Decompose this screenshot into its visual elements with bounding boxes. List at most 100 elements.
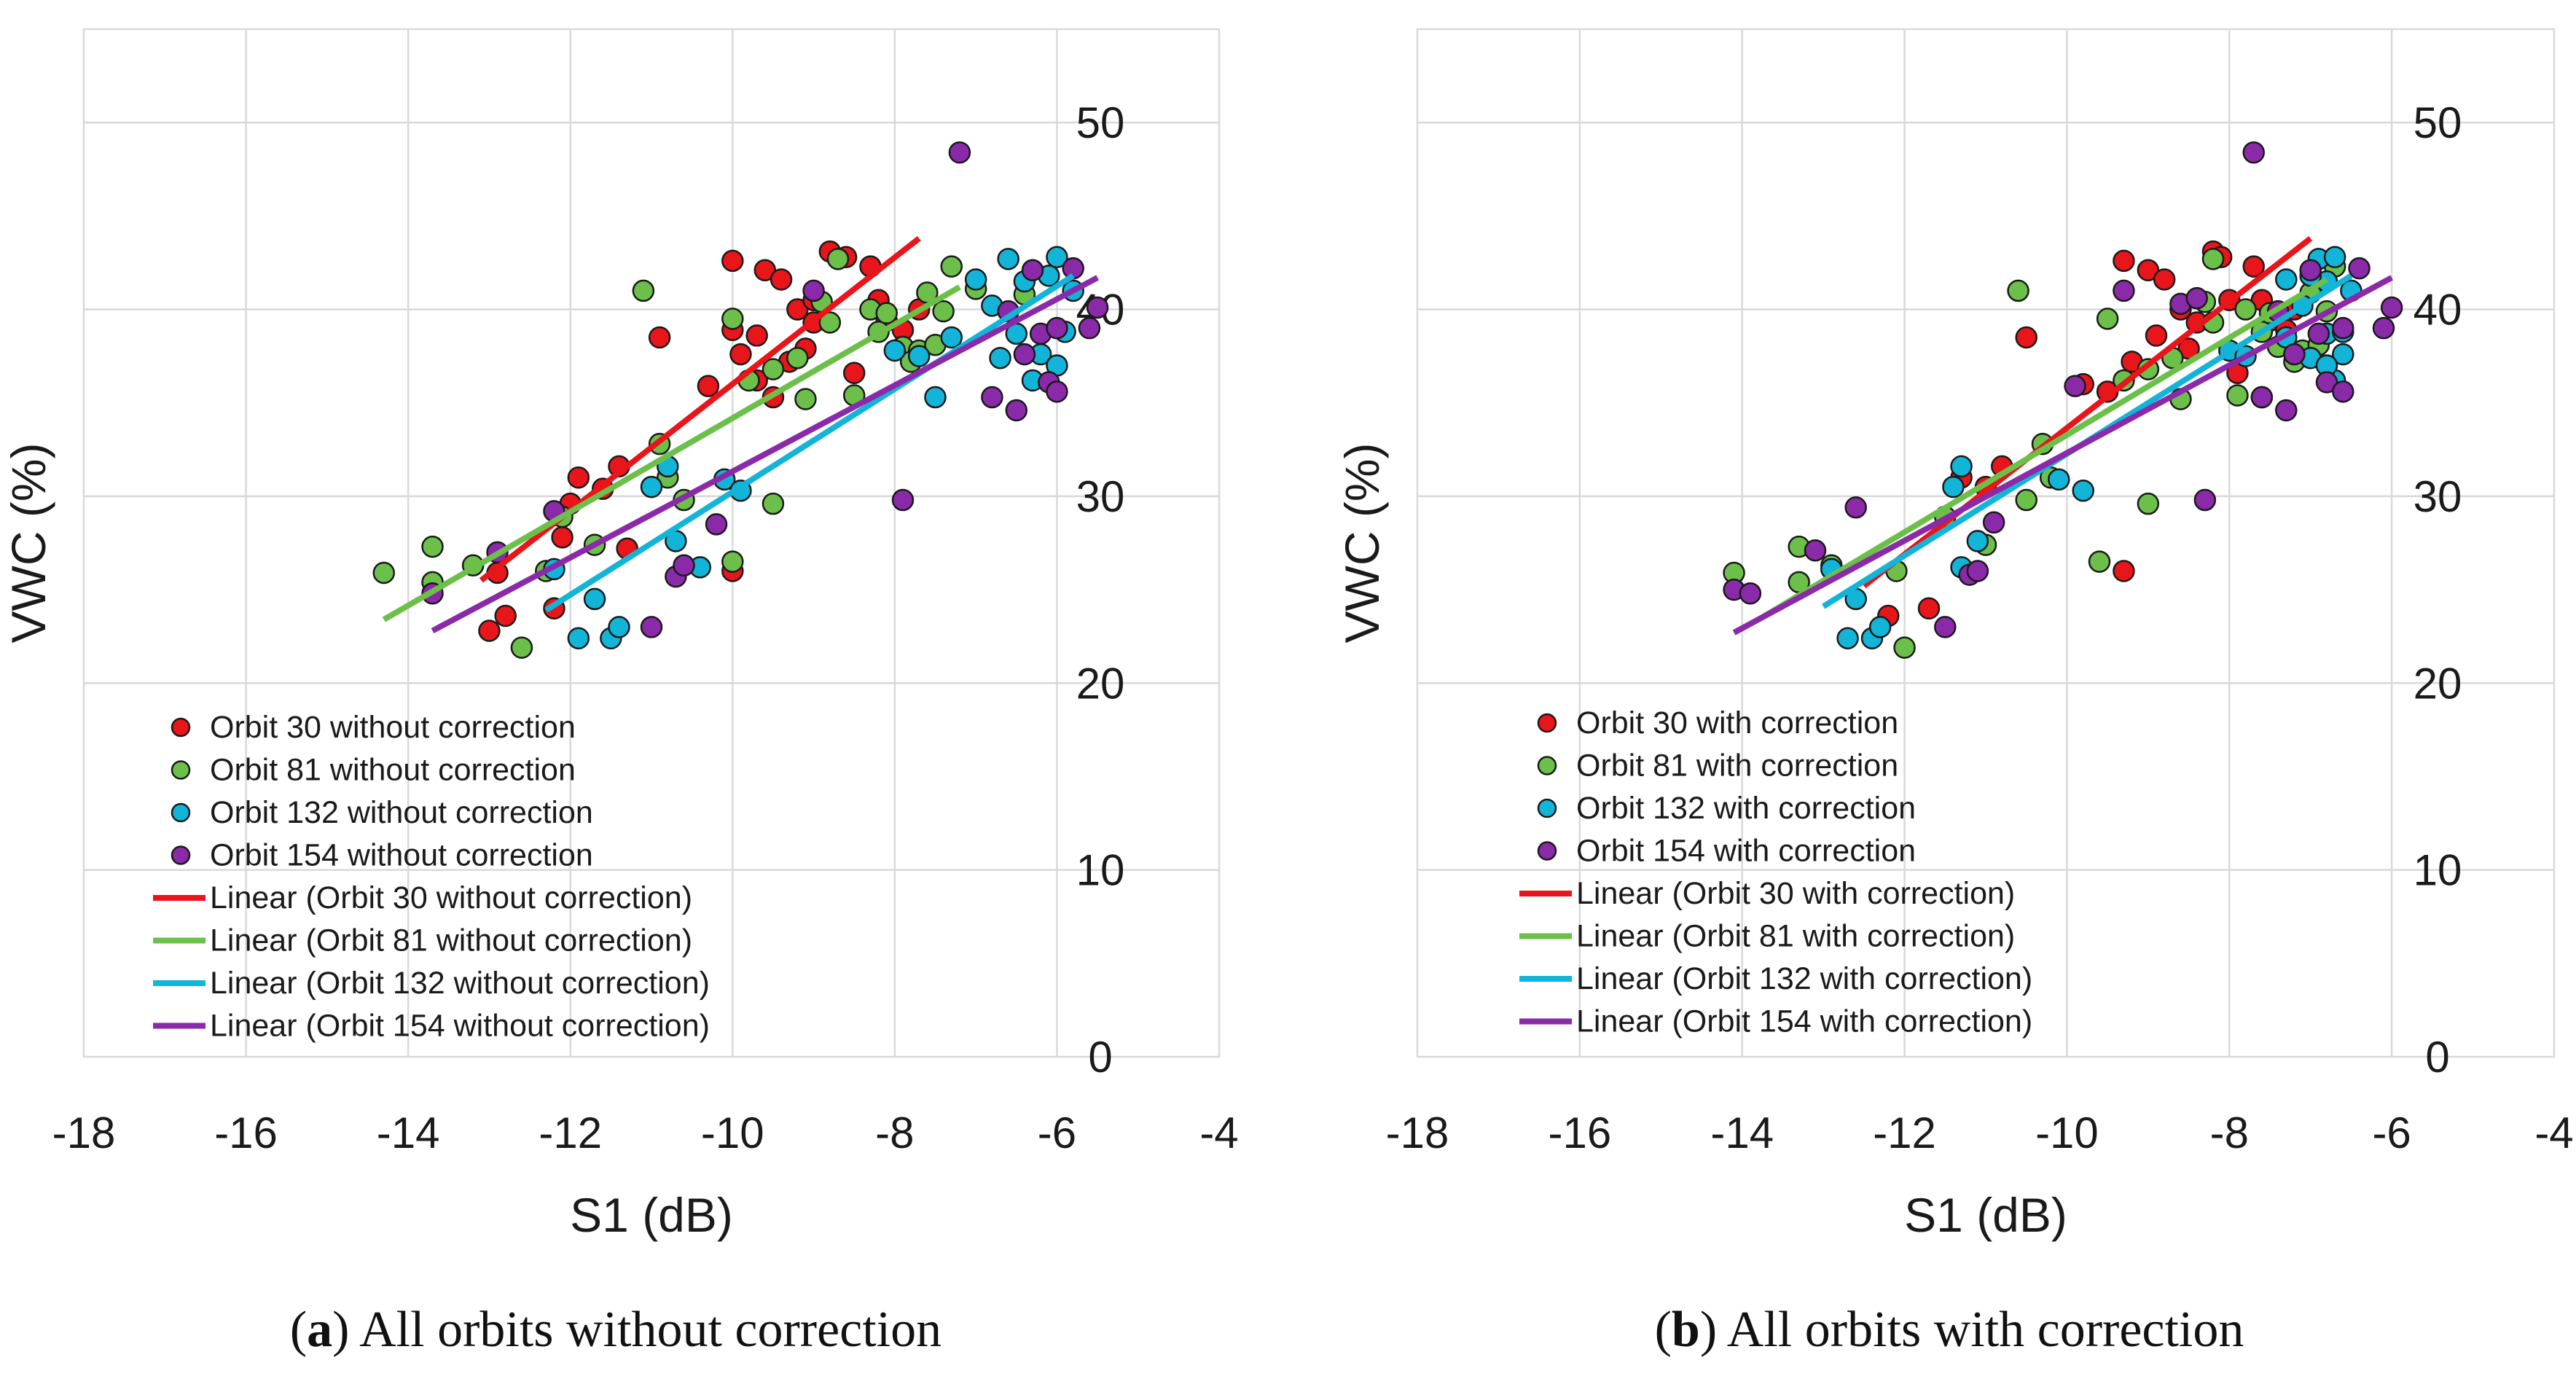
data-point [770,268,793,291]
legend-entry: Orbit 30 without correction [210,710,576,745]
data-point [2234,298,2257,321]
data-point [1917,597,1941,619]
data-point [648,326,671,349]
y-tick-label: 0 [2425,1033,2449,1082]
data-point [932,300,955,323]
legend-entry: Linear (Orbit 30 without correction) [210,880,692,915]
x-tick-label: -12 [539,1109,602,1157]
data-point [1046,246,1068,269]
data-point [478,619,501,642]
legend-marker [1537,756,1557,775]
data-point [842,361,866,384]
data-point [1062,257,1084,280]
trendline-orbit154 [1732,275,2394,636]
data-point [940,255,963,278]
x-tick-label: -16 [1548,1109,1611,1157]
data-point [948,141,971,164]
data-point [2315,371,2338,394]
legend-entry: Orbit 132 without correction [210,795,593,830]
x-tick-label: -14 [1710,1109,1774,1157]
chart-panel-b: -18 -16 -14 -12 -10 -8 -6 -4 0 10 20 30 40 50 S1 (dB) V… [1335,28,2574,1358]
data-point [1836,627,1859,649]
gridlines [1417,29,2554,1057]
data-point [2372,316,2395,340]
data-point [762,358,785,380]
x-tick-label: -16 [214,1109,278,1157]
legend-marker [171,717,191,738]
data-point [940,326,963,349]
trendline-orbit81 [382,284,961,622]
data-point [1086,296,1109,319]
y-axis-title: VWC (%) [1335,443,1389,644]
y-tick-label: 20 [1076,659,1125,708]
data-point [997,248,1019,270]
trendline-orbit30 [1862,235,2313,589]
x-tick-label: -18 [1386,1109,1449,1157]
y-tick-label: 50 [2413,98,2462,147]
data-point [1982,511,2005,534]
x-tick-label: -8 [2210,1109,2249,1157]
data-point [2113,249,2135,273]
legend: Orbit 30 without correction Orbit 81 with… [153,710,710,1044]
data-point [802,279,825,302]
legend-entry: Orbit 81 with correction [1576,748,1898,783]
data-point [421,535,444,558]
data-point [981,386,1003,409]
data-point [567,466,590,489]
data-point [2048,468,2070,491]
legend-entry: Orbit 154 with correction [1576,834,1916,869]
plot-area [82,28,1221,1058]
legend-entry: Linear (Orbit 81 without correction) [210,923,692,958]
trendline-orbit154 [431,275,1099,634]
legend-entry: Linear (Orbit 154 with correction) [1576,1004,2032,1039]
legend-entry: Orbit 81 without correction [210,753,576,788]
data-point [2072,479,2094,502]
data-point [2307,322,2330,345]
data-point [1868,616,1892,638]
trendline-orbit81 [1756,277,2329,622]
y-tick-label: 20 [2413,659,2462,708]
data-point [875,302,898,324]
legend-entry: Orbit 30 with correction [1576,705,1898,740]
data-point [762,492,785,515]
data-point [2332,380,2354,403]
data-point [2015,326,2037,349]
data-point [1966,530,1989,552]
data-point [1893,636,1916,659]
data-point [721,249,744,273]
data-point [721,550,744,573]
data-point [2113,560,2135,582]
data-point [2193,488,2217,512]
data-point [608,616,630,638]
data-point [2275,268,2298,291]
legend-entry: Linear (Orbit 30 with correction) [1576,876,2015,911]
y-tick-label: 10 [2413,846,2462,895]
data-point [1950,455,1973,478]
data-point [510,636,533,659]
legend-entry: Linear (Orbit 154 without correction) [210,1009,710,1044]
data-point [697,375,720,397]
data-point [2064,375,2086,397]
data-point [2323,246,2346,269]
x-tick-label: -14 [377,1109,440,1157]
data-point [924,386,947,409]
data-point [2380,296,2403,319]
data-point [826,248,850,270]
legend-entry: Orbit 132 with correction [1576,791,1916,826]
data-point [2007,279,2029,302]
data-point [1934,616,1957,638]
data-point [2348,257,2371,280]
data-point [551,526,573,549]
data-point [567,627,590,649]
data-point [2332,343,2354,366]
y-tick-label: 30 [1076,472,1125,521]
data-point [2283,343,2306,366]
series-orbit81 [1723,248,2346,659]
data-point [1804,539,1827,562]
data-point [1966,560,1989,582]
legend-marker [171,845,191,865]
trendline-orbit132 [544,273,1075,613]
data-point [2299,259,2322,281]
x-tick-label: -10 [2035,1109,2099,1157]
